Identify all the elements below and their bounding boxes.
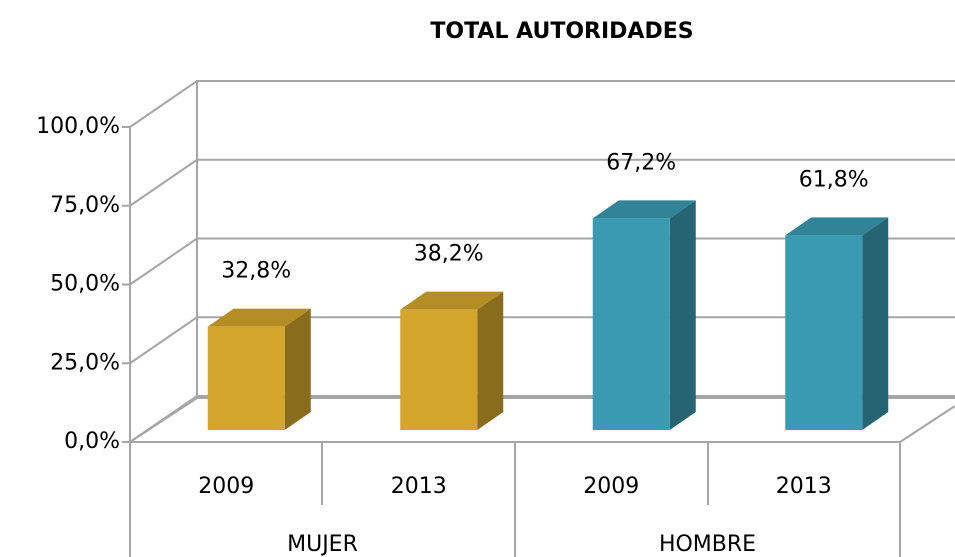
- grid-line: [129, 316, 955, 365]
- y-tick-label: 75,0%: [50, 193, 120, 218]
- floor-right: [899, 405, 955, 443]
- bar: [400, 309, 478, 430]
- bar-top: [400, 291, 504, 310]
- value-label: 61,8%: [799, 167, 869, 192]
- grid-line: [129, 395, 955, 443]
- value-label: 67,2%: [606, 150, 676, 175]
- grid-line: [129, 80, 955, 128]
- bar: [785, 235, 863, 430]
- y-tick-label: 50,0%: [50, 272, 120, 297]
- y-tick-label: 100,0%: [36, 114, 120, 139]
- y-tick-label: 0,0%: [64, 429, 120, 454]
- bar: [207, 326, 285, 430]
- bar-side: [284, 308, 311, 430]
- grid-line: [129, 237, 955, 286]
- bar-top: [592, 200, 696, 219]
- x-tick-label: 2013: [391, 474, 447, 499]
- bar-side: [862, 217, 889, 430]
- chart-title: TOTAL AUTORIDADES: [430, 19, 693, 44]
- bar: [592, 218, 670, 430]
- bar-top: [207, 308, 311, 327]
- x-tick-label: 2013: [776, 474, 832, 499]
- x-tick-label: 2009: [198, 474, 254, 499]
- grid-line: [129, 158, 955, 207]
- bar-side: [669, 200, 696, 430]
- bar-side: [477, 291, 504, 430]
- value-label: 32,8%: [221, 259, 291, 284]
- group-label: HOMBRE: [659, 532, 756, 557]
- y-tick-label: 25,0%: [50, 350, 120, 375]
- x-tick-label: 2009: [583, 474, 639, 499]
- group-label: MUJER: [287, 532, 358, 557]
- value-label: 38,2%: [414, 242, 484, 267]
- bar-top: [785, 217, 889, 236]
